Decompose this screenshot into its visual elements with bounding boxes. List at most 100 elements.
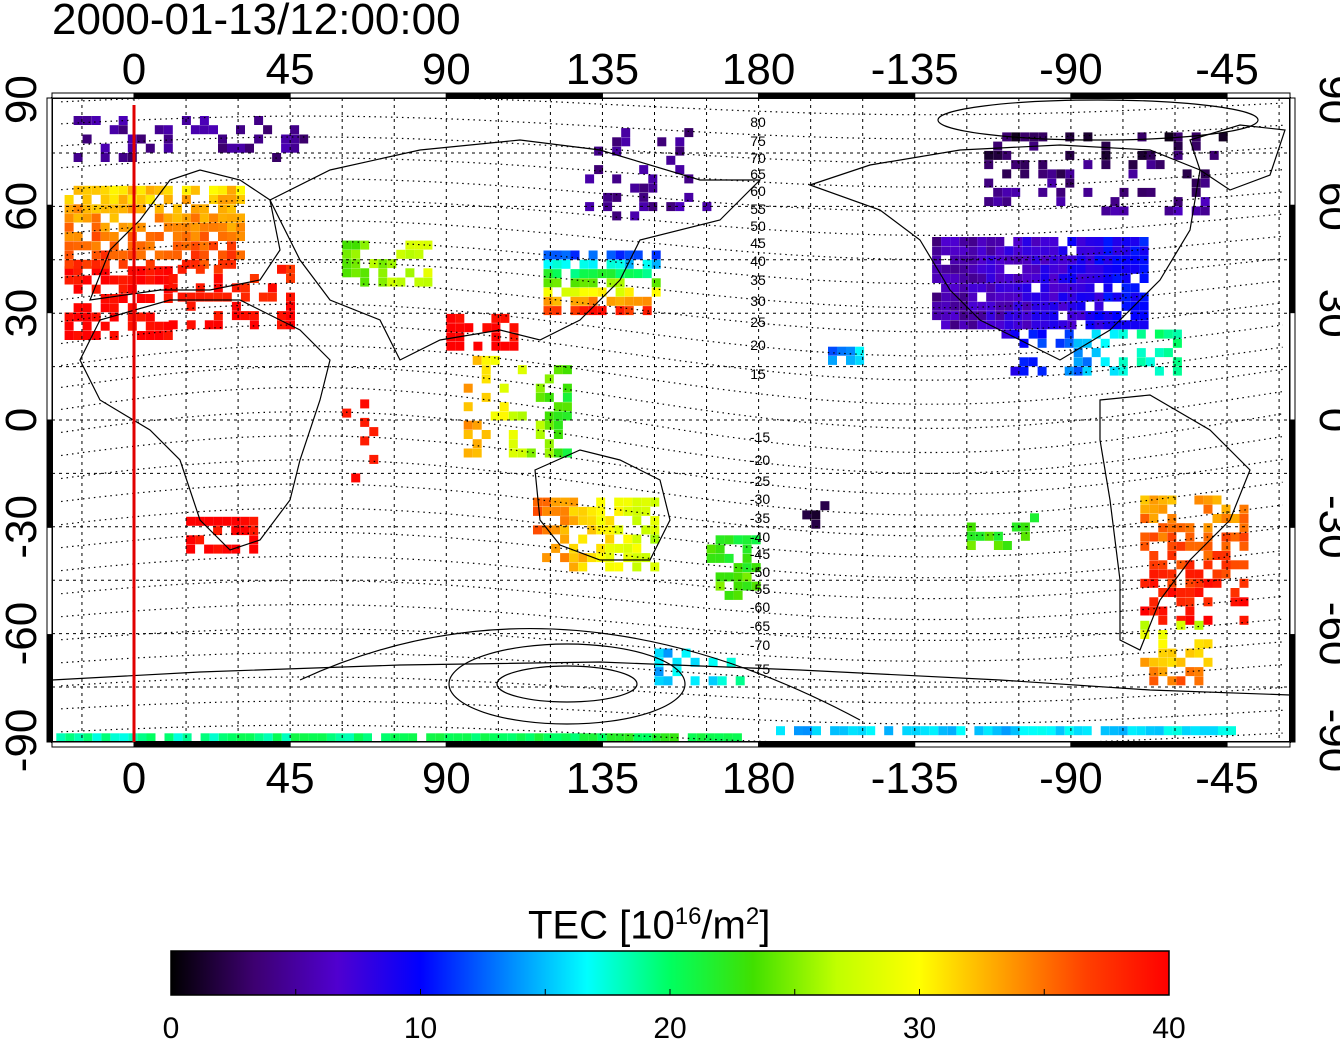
tec-cell [472,448,482,458]
tec-cell [552,278,562,288]
tec-cell [569,562,579,572]
tec-cell [1119,206,1129,216]
tec-cell [1101,150,1111,160]
lat-tick-label-right: -30 [1310,495,1340,559]
tec-cell [272,733,282,743]
tec-cell [605,525,615,535]
tec-cell [378,259,388,269]
tec-cell [660,733,670,743]
tec-cell [281,143,291,153]
tec-cell [163,266,173,276]
tec-cell [578,516,588,526]
tec-cell [363,733,372,743]
contour-line [61,483,1283,537]
tec-cell [1212,551,1222,560]
tec-cell [336,733,345,743]
tec-cell [446,341,456,351]
tec-cell [830,726,840,736]
tec-cell [560,506,570,516]
tec-cell [481,365,491,375]
tec-cell [100,294,110,303]
tec-cell [204,516,214,526]
contour-label: -15 [750,429,770,445]
tec-cell [154,331,164,340]
tec-cell [1194,495,1204,505]
tec-cell [1058,283,1068,293]
tec-cell [1182,169,1192,179]
tec-cell [1040,320,1050,330]
tec-cell [154,213,164,223]
tec-cell [145,143,155,153]
tec-cell [1203,657,1213,667]
tec-cell [222,544,232,554]
tec-cell [64,195,74,204]
tec-cell [342,240,352,250]
tec-cell [1058,292,1068,302]
tec-cell [1185,615,1195,625]
tec-cell [1064,329,1074,339]
tec-cell [932,301,942,311]
tec-cell [1145,357,1155,367]
tec-cell [706,544,716,554]
tec-cell [109,331,119,340]
tec-cell [641,506,651,516]
tec-cell [1030,513,1039,523]
tec-cell [1176,560,1186,570]
tec-cell [941,264,951,274]
coastline [51,661,1291,696]
tec-cell [669,733,679,743]
contour-line [61,261,1283,309]
tec-cell [1067,237,1077,246]
contour-line [61,219,1283,261]
tec-cell [1094,292,1104,302]
tec-cell [733,590,743,600]
coastline [79,299,331,551]
tec-cell [1145,726,1155,736]
frame-bar [289,741,447,748]
frame-bar [51,92,135,99]
tec-cell [588,250,598,260]
tec-cell [1128,160,1138,170]
tec-cell [1158,523,1168,533]
tec-cell [509,323,519,333]
tec-cell [968,283,978,293]
tec-cell [227,232,236,241]
tec-cell [1067,255,1077,265]
tec-cell [642,733,652,743]
tec-cell [1158,504,1168,514]
tec-cell [218,733,228,743]
tec-cell [1013,237,1023,246]
tec-cell [742,544,752,554]
tec-cell [1140,532,1150,542]
tec-cell [1139,237,1149,246]
contour-label: 20 [750,337,766,353]
tec-cell [1139,301,1149,311]
lon-tick-label-bottom: -45 [1195,754,1259,803]
tec-cell [1167,676,1177,686]
colorbar: 0 10 20 30 40 [163,950,1186,1042]
tec-cell [345,733,354,743]
tec-cell [82,331,92,340]
tec-cell [615,306,625,316]
tec-cell [64,213,74,223]
tec-cell [154,321,164,331]
tec-cell [543,287,553,297]
tec-cell [1172,329,1182,339]
coastline [269,139,762,361]
contour-line [61,178,1283,212]
tec-cell [1149,606,1159,616]
tec-cell [73,204,83,214]
tec-cell [1140,620,1150,630]
tec-cell [218,250,227,260]
tec-cell [213,292,223,302]
tec-cell [1221,504,1231,514]
tec-cell [1139,320,1149,330]
tec-cell [387,259,397,269]
tec-cell [639,165,649,175]
tec-cell [621,137,631,147]
tec-cell [351,259,361,269]
tec-cell [101,733,111,743]
tec-cell [654,676,664,686]
tec-cell [1112,246,1122,256]
tec-cell [181,195,191,204]
